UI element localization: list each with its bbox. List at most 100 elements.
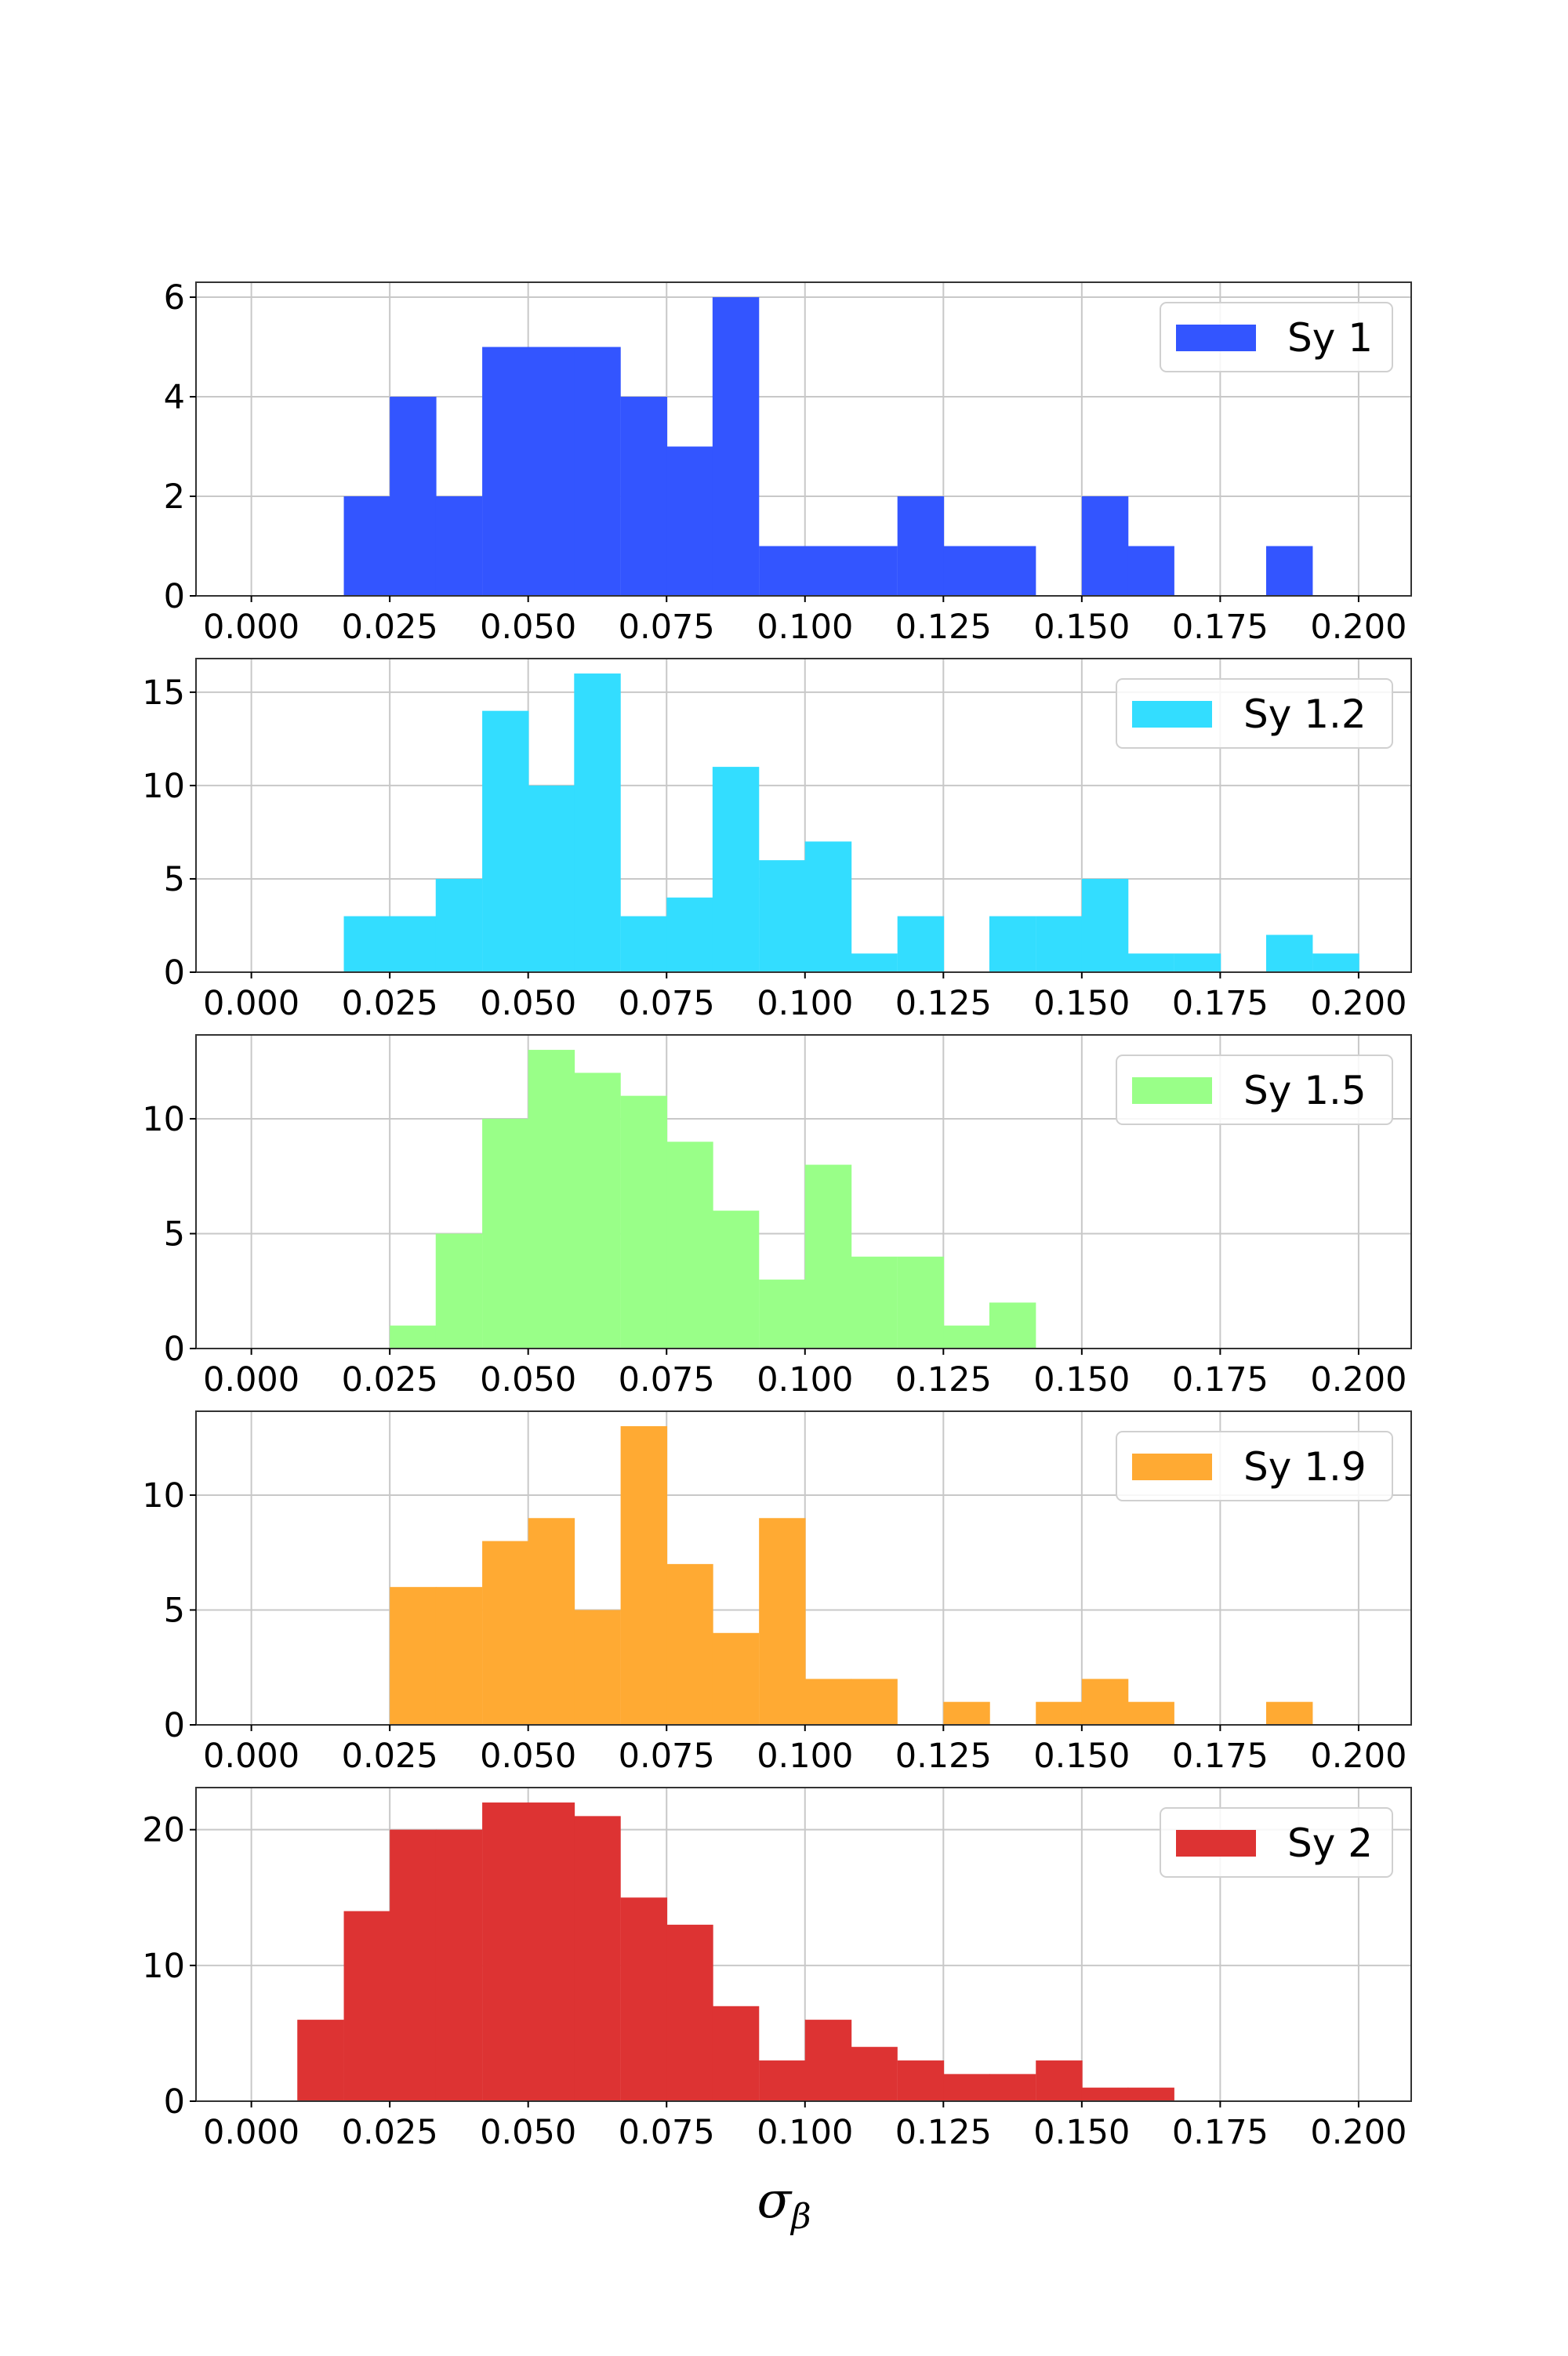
histogram-bar	[1127, 2087, 1174, 2101]
histogram-bar	[620, 1426, 668, 1725]
histogram-bar	[482, 1118, 529, 1349]
y-tick-label: 15	[142, 673, 185, 713]
x-tick-label: 0.100	[757, 1360, 853, 1399]
histogram-bar	[897, 916, 945, 972]
plot-frame	[195, 1787, 1412, 2102]
x-tick-label: 0.150	[1033, 2113, 1130, 2152]
histogram-bar	[620, 1897, 668, 2101]
histogram-bar	[1127, 953, 1174, 972]
legend-swatch	[1132, 1454, 1212, 1480]
x-tick-label: 0.025	[342, 1737, 438, 1776]
histogram-bar	[943, 546, 990, 596]
y-tick-label: 20	[142, 1811, 185, 1850]
histogram-bar	[343, 1911, 390, 2101]
histogram-bar	[712, 2006, 760, 2101]
histogram-panel: 0.000 0.025 0.050 0.075 0.100 0.125 0.150 0.175…	[142, 1787, 1412, 2152]
histogram-bar	[759, 1280, 806, 1349]
histogram-bar	[804, 546, 852, 596]
legend: Sy 2	[1160, 1807, 1393, 1878]
legend-swatch	[1132, 701, 1212, 728]
histogram-bar	[343, 496, 390, 596]
y-tick-label: 10	[142, 1100, 185, 1139]
histogram-bar	[943, 1701, 990, 1725]
x-tick-label: 0.075	[619, 608, 715, 647]
x-tick-label: 0.200	[1310, 984, 1406, 1023]
x-tick-label: 0.125	[895, 608, 992, 647]
x-tick-label: 0.125	[895, 2113, 992, 2152]
x-tick-label: 0.025	[342, 608, 438, 647]
x-tick-label: 0.200	[1310, 608, 1406, 647]
histogram-bar	[482, 710, 529, 972]
histogram-bar	[343, 916, 390, 972]
legend: Sy 1.2	[1116, 678, 1393, 749]
histogram-bar	[666, 897, 713, 972]
legend: Sy 1.5	[1116, 1055, 1393, 1125]
histogram-bar	[712, 297, 760, 596]
legend-box	[1160, 1807, 1393, 1878]
histogram-panel: 0.000 0.025 0.050 0.075 0.100 0.125 0.150 0.175…	[142, 1034, 1412, 1399]
y-tick-label: 0	[164, 2082, 185, 2122]
plot-frame	[195, 658, 1412, 973]
legend: Sy 1.9	[1116, 1431, 1393, 1501]
histogram-bar	[712, 1211, 760, 1349]
histogram-bar	[528, 1050, 575, 1349]
histogram-bar	[482, 1802, 529, 2101]
x-axis-label-subscript: β	[789, 2197, 811, 2237]
histogram-bar	[1036, 2060, 1083, 2101]
histogram-bar	[574, 1816, 621, 2101]
legend-swatch	[1132, 1077, 1212, 1104]
histogram-bar	[989, 546, 1036, 596]
histogram-bar	[897, 496, 945, 596]
legend-box	[1160, 302, 1393, 372]
legend: Sy 1	[1160, 302, 1393, 372]
histogram-panel: 0.000 0.025 0.050 0.075 0.100 0.125 0.150 0.175…	[164, 278, 1412, 647]
legend-box	[1116, 1055, 1393, 1125]
x-tick-label: 0.100	[757, 608, 853, 647]
y-tick-label: 0	[164, 1706, 185, 1745]
histogram-bar	[804, 1164, 852, 1349]
x-tick-label: 0.075	[619, 2113, 715, 2152]
y-tick-label: 0	[164, 953, 185, 993]
histogram-bar	[620, 397, 668, 596]
histogram-bar	[989, 2074, 1036, 2101]
y-tick-label: 2	[164, 477, 185, 517]
x-tick-label: 0.125	[895, 984, 992, 1023]
histogram-bar	[989, 1302, 1036, 1349]
x-tick-label: 0.175	[1172, 1737, 1269, 1776]
histogram-bar	[435, 1233, 483, 1349]
histogram-bar	[1081, 878, 1129, 972]
histogram-bar	[482, 1541, 529, 1725]
y-tick-label: 10	[142, 1476, 185, 1516]
x-tick-label: 0.125	[895, 1737, 992, 1776]
x-tick-label: 0.050	[480, 1737, 576, 1776]
histogram-bar	[435, 878, 483, 972]
x-tick-label: 0.025	[342, 1360, 438, 1399]
histogram-bar	[1265, 546, 1313, 596]
histogram-bar	[851, 953, 898, 972]
x-axis-label: σβ	[757, 2172, 811, 2237]
x-tick-label: 0.125	[895, 1360, 992, 1399]
histogram-bar	[482, 347, 529, 596]
histogram-bar	[759, 2060, 806, 2101]
y-tick-label: 5	[164, 1214, 185, 1254]
histogram-bar	[1127, 1701, 1174, 1725]
x-tick-label: 0.050	[480, 608, 576, 647]
x-tick-label: 0.100	[757, 2113, 853, 2152]
legend-swatch	[1176, 1830, 1256, 1857]
legend-label: Sy 1.5	[1243, 1068, 1367, 1113]
x-tick-label: 0.150	[1033, 608, 1130, 647]
legend-label: Sy 1.2	[1243, 692, 1367, 737]
histogram-bar	[943, 2074, 990, 2101]
y-tick-label: 10	[142, 1947, 185, 1986]
histogram-bar	[666, 1563, 713, 1725]
histogram-bar	[666, 1924, 713, 2101]
x-tick-label: 0.000	[203, 608, 299, 647]
histogram-bar	[1081, 496, 1129, 596]
x-tick-label: 0.000	[203, 984, 299, 1023]
x-tick-label: 0.075	[619, 984, 715, 1023]
x-tick-label: 0.025	[342, 2113, 438, 2152]
x-tick-label: 0.100	[757, 984, 853, 1023]
histogram-bar	[574, 347, 621, 596]
x-axis-label-symbol: σ	[757, 2172, 793, 2230]
